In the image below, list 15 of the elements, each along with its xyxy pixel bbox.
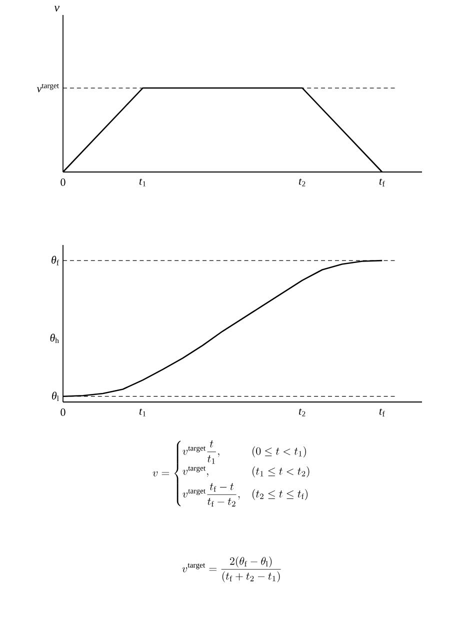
x-tick-label: 0 [60, 408, 66, 416]
ref-line-label: v$^{target}$ [36, 84, 59, 92]
x-tick-label: t$_{2}$ [299, 408, 306, 416]
x-tick-label: t$_{1}$ [139, 408, 146, 416]
x-tick-label: t$_{1}$ [139, 178, 146, 186]
x-tick-label: t$_{f}$ [379, 178, 385, 186]
text: $v^{\mathrm{target}}=\dfrac{2(\theta_\mathrm{f}-\theta_\mathrm{l})}{(t_\mathrm{f}+t_2-t_1)}$ [182, 556, 281, 582]
x-tick-label: 0 [60, 178, 66, 186]
x-tick-label: t$_{2}$ [299, 178, 306, 186]
x-tick-label: t$_{f}$ [379, 408, 385, 416]
ref-line-label: θ$_{l}$ [52, 392, 59, 401]
text: $v=\begin{cases} v^{\mathrm{target}}\dfrac{t}{t_1}, & (0\le t<t_1)\\[4pt] v^{\mathrm{target}}, & (t_1\le t<t_2)\\[4pt] v^{\mathrm{target}}\dfrac{t_\mathrm{f}-t}{t_\mathrm{f}-t_2}, & (t_2\le t\le t_\mathrm{f})\end{cases}$ [152, 440, 310, 506]
y-axis-title: v [54, 6, 60, 12]
ref-line-label: θ$_{f}$ [52, 256, 59, 266]
text: θ$_{h}$ [50, 334, 59, 344]
